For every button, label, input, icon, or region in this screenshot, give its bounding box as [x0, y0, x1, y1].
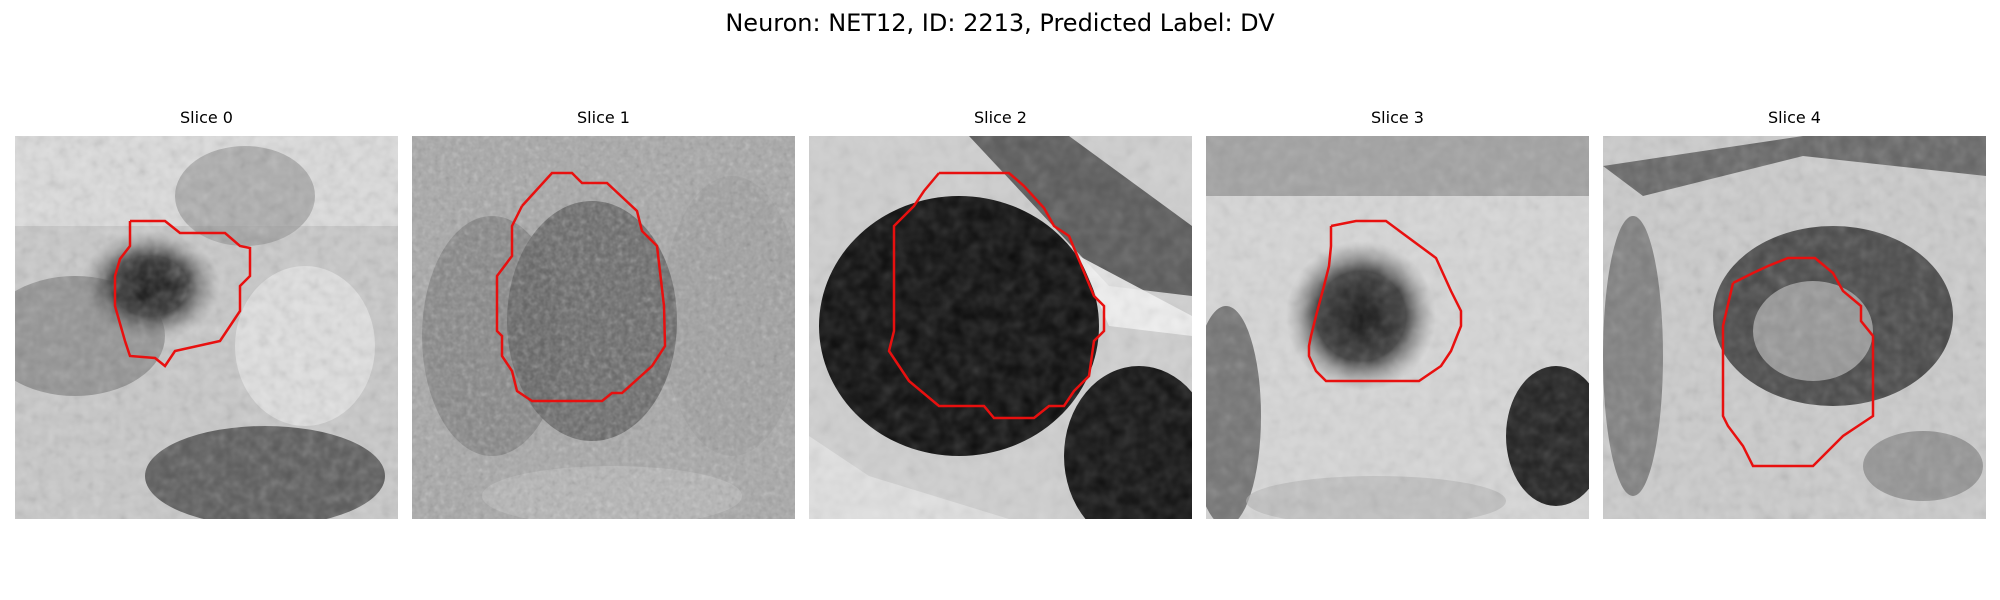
slice-title-0: Slice 0: [180, 108, 233, 127]
slice-title-1: Slice 1: [577, 108, 630, 127]
slice-image-0: [15, 136, 398, 519]
figure-title: Neuron: NET12, ID: 2213, Predicted Label…: [725, 9, 1275, 37]
slice-image-2: [809, 136, 1192, 519]
slice-panel-3: Slice 3: [1206, 108, 1589, 519]
slice-panel-4: Slice 4: [1603, 108, 1986, 519]
slice-image-4: [1603, 136, 1986, 519]
slice-panel-1: Slice 1: [412, 108, 795, 519]
slice-panel-2: Slice 2: [809, 108, 1192, 519]
slice-title-4: Slice 4: [1768, 108, 1821, 127]
contour-outline-0: [113, 219, 252, 368]
contour-outline-4: [1721, 256, 1875, 468]
contour-outline-3: [1307, 219, 1463, 383]
slice-title-3: Slice 3: [1371, 108, 1424, 127]
slice-image-1: [412, 136, 795, 519]
slice-title-2: Slice 2: [974, 108, 1027, 127]
slice-panel-0: Slice 0: [15, 108, 398, 519]
slice-image-3: [1206, 136, 1589, 519]
contour-outline-1: [495, 171, 667, 403]
contour-outline-2: [887, 171, 1106, 420]
